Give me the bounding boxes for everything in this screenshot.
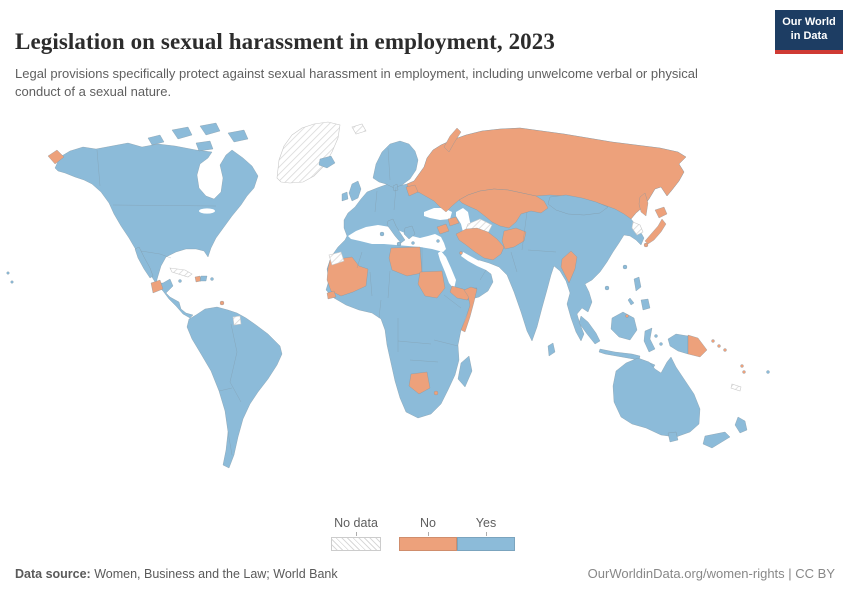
region-greenland[interactable] (276, 121, 341, 184)
region-new-guinea-west[interactable] (667, 333, 689, 355)
region-kuwait[interactable] (459, 251, 463, 255)
region-myanmar[interactable] (560, 250, 578, 284)
great-lakes (199, 208, 215, 214)
region-trinidad[interactable] (219, 300, 225, 306)
legend-item-no-data[interactable]: No data (331, 516, 381, 551)
region-australia[interactable] (612, 356, 701, 438)
region-united-kingdom[interactable] (348, 180, 362, 202)
region-hainan[interactable] (604, 285, 610, 291)
region-denmark[interactable] (392, 183, 399, 192)
legend-label-no-data: No data (334, 516, 378, 530)
country-borders (96, 147, 557, 456)
region-fiji[interactable] (766, 370, 770, 374)
owid-logo[interactable]: Our World in Data (775, 10, 843, 54)
red-sea (438, 251, 456, 289)
region-guinea-bissau[interactable] (326, 290, 337, 300)
region-libya[interactable] (388, 246, 423, 277)
islands-solomon[interactable] (711, 339, 727, 352)
legend-item-no[interactable]: No (399, 516, 457, 551)
legend-swatch-no-data[interactable] (331, 536, 381, 551)
region-mauritania-mali-senegal[interactable] (326, 256, 369, 297)
region-svalbard[interactable] (351, 123, 367, 135)
region-novaya-zemlya[interactable] (443, 127, 462, 153)
region-suriname[interactable] (232, 315, 242, 326)
region-iran[interactable] (455, 227, 505, 261)
region-afghanistan[interactable] (501, 227, 527, 250)
region-cuba[interactable] (169, 267, 193, 278)
owid-logo-line1: Our World (782, 16, 836, 28)
region-sakhalin[interactable] (638, 192, 649, 217)
region-south-america[interactable] (186, 306, 283, 469)
legend-label-no: No (420, 516, 436, 530)
region-somalia[interactable] (460, 286, 478, 333)
region-dominican-republic[interactable] (199, 275, 208, 282)
chart-footer: Data source: Women, Business and the Law… (15, 566, 835, 581)
region-yemen[interactable] (449, 285, 473, 301)
region-sri-lanka[interactable] (547, 342, 556, 357)
region-iceland[interactable] (318, 155, 336, 169)
legend-swatch-yes[interactable] (457, 536, 515, 551)
region-ireland[interactable] (341, 191, 349, 202)
region-kazakhstan-uzbekistan[interactable] (458, 188, 549, 229)
legend-tick (355, 531, 357, 536)
region-guatemala[interactable] (150, 279, 164, 294)
region-north-korea[interactable] (631, 221, 644, 236)
owid-logo-line2: in Data (790, 30, 828, 43)
region-new-caledonia[interactable] (730, 383, 742, 392)
legend-tick (485, 531, 487, 536)
region-tasmania[interactable] (667, 431, 679, 443)
page-subtitle: Legal provisions specifically protect ag… (15, 66, 698, 100)
region-russia[interactable] (406, 127, 687, 220)
region-greece[interactable] (403, 225, 416, 240)
islands-hawaii[interactable] (6, 271, 14, 284)
credit-link[interactable]: OurWorldinData.org/women-rights | CC BY (587, 566, 835, 581)
region-western-sahara[interactable] (328, 251, 345, 266)
region-chukotka-fragment[interactable] (47, 149, 65, 165)
region-baja-california[interactable] (134, 246, 154, 279)
region-scandinavia[interactable] (372, 140, 419, 189)
islands-caribbean[interactable] (178, 277, 214, 283)
legend-item-yes[interactable]: Yes (457, 516, 515, 551)
page-title: Legislation on sexual harassment in empl… (15, 29, 555, 55)
canadian-arctic-islands[interactable] (147, 122, 249, 152)
region-mongolia[interactable] (547, 194, 609, 216)
region-taiwan[interactable] (622, 264, 628, 270)
data-source-label: Data source: (15, 567, 91, 581)
region-syria[interactable] (436, 223, 450, 235)
legend-tick (427, 531, 429, 536)
region-belarus[interactable] (405, 184, 419, 197)
region-papua-new-guinea[interactable] (687, 334, 708, 358)
region-azerbaijan[interactable] (447, 216, 460, 227)
region-new-zealand[interactable] (702, 416, 748, 449)
region-madagascar[interactable] (457, 355, 473, 388)
islands-mediterranean[interactable] (379, 231, 440, 247)
legend-label-yes: Yes (475, 516, 497, 530)
region-brunei[interactable] (625, 314, 629, 318)
region-indonesia[interactable] (578, 311, 663, 369)
region-botswana[interactable] (408, 371, 431, 395)
region-eswatini[interactable] (433, 390, 439, 396)
islands-vanuatu[interactable] (740, 364, 746, 374)
data-source: Data source: Women, Business and the Law… (15, 567, 338, 581)
legend-swatch-no[interactable] (399, 536, 457, 551)
region-italy[interactable] (386, 218, 406, 244)
persian-gulf (461, 252, 488, 270)
region-sudan[interactable] (417, 270, 446, 299)
data-source-value: Women, Business and the Law; World Bank (90, 567, 338, 581)
region-japan[interactable] (643, 206, 668, 248)
region-philippines[interactable] (627, 276, 651, 311)
map-legend: No data No Yes (331, 516, 515, 551)
